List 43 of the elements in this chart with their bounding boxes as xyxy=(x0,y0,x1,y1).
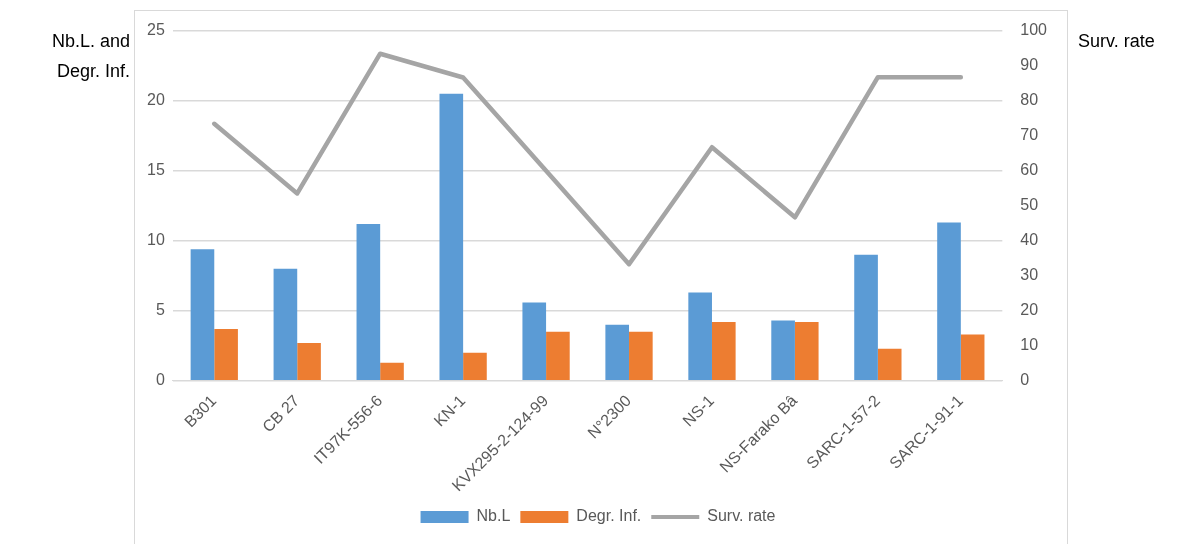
bar xyxy=(771,320,795,381)
bar xyxy=(605,324,630,381)
y-tick-label: 15 xyxy=(147,161,165,179)
y-tick-label: 0 xyxy=(155,371,165,389)
bar xyxy=(794,322,819,381)
y-tick-label: 5 xyxy=(155,301,165,319)
bar xyxy=(960,334,985,381)
y2-tick-label: 10 xyxy=(1020,336,1039,354)
legend-label: Surv. rate xyxy=(707,507,776,525)
bar xyxy=(297,343,321,381)
y2-tick-label: 20 xyxy=(1020,301,1039,319)
legend-label: Nb.L xyxy=(476,507,511,525)
bar xyxy=(854,254,878,381)
bar xyxy=(546,331,570,381)
y2-tick-label: 80 xyxy=(1020,91,1039,109)
bar xyxy=(522,302,547,381)
bar xyxy=(629,331,653,381)
bar xyxy=(711,322,736,381)
y2-tick-label: 60 xyxy=(1020,161,1039,179)
bar xyxy=(214,329,238,381)
y2-tick-label: 100 xyxy=(1020,21,1048,39)
y2-tick-label: 40 xyxy=(1020,231,1039,249)
y2-tick-label: 50 xyxy=(1020,196,1039,214)
y2-tick-label: 0 xyxy=(1020,371,1030,389)
bar xyxy=(463,352,487,381)
bar xyxy=(937,222,961,381)
y-tick-label: 25 xyxy=(147,21,165,39)
bar xyxy=(380,362,404,381)
legend-label: Degr. Inf. xyxy=(576,507,642,525)
y2-axis-title: Surv. rate xyxy=(1078,30,1156,53)
bar xyxy=(190,249,215,381)
y2-tick-label: 90 xyxy=(1020,56,1039,74)
bar xyxy=(688,292,712,381)
y2-tick-label: 30 xyxy=(1020,266,1039,284)
x-tick-label: CB 27 xyxy=(259,391,303,436)
bar xyxy=(356,223,381,381)
y-axis-title: Nb.L. and Degr. Inf. xyxy=(50,30,130,83)
y-tick-label: 20 xyxy=(147,91,165,109)
bar xyxy=(439,93,464,381)
bar xyxy=(877,348,902,381)
y2-tick-label: 70 xyxy=(1020,126,1039,144)
y-tick-label: 10 xyxy=(147,231,165,249)
bar xyxy=(273,268,298,381)
